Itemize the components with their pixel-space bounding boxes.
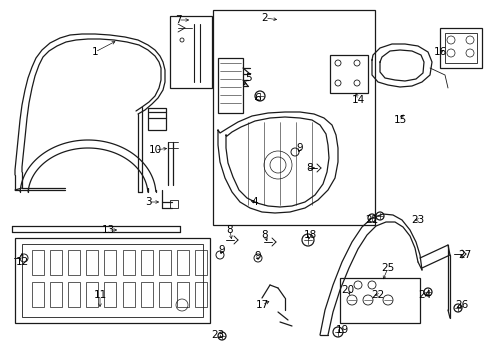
Text: 22: 22 bbox=[371, 290, 385, 300]
Bar bbox=[68, 250, 80, 275]
Bar bbox=[104, 250, 117, 275]
Bar bbox=[148, 108, 166, 130]
Bar bbox=[86, 250, 98, 275]
Text: 9: 9 bbox=[296, 143, 303, 153]
Bar bbox=[159, 250, 171, 275]
Bar bbox=[170, 200, 178, 208]
Text: 10: 10 bbox=[148, 145, 162, 155]
Bar bbox=[104, 282, 117, 307]
Bar bbox=[445, 33, 477, 63]
Bar bbox=[32, 282, 44, 307]
Bar bbox=[122, 250, 135, 275]
Bar bbox=[330, 55, 368, 93]
Bar bbox=[32, 250, 44, 275]
Text: 20: 20 bbox=[342, 285, 355, 295]
Text: 13: 13 bbox=[101, 225, 115, 235]
Text: 26: 26 bbox=[455, 300, 468, 310]
Text: 19: 19 bbox=[335, 325, 348, 335]
Bar bbox=[170, 16, 212, 88]
Text: 2: 2 bbox=[262, 13, 269, 23]
Bar bbox=[122, 282, 135, 307]
Text: 4: 4 bbox=[252, 197, 258, 207]
Bar bbox=[213, 10, 375, 225]
Bar bbox=[159, 282, 171, 307]
Bar bbox=[141, 250, 153, 275]
Text: 5: 5 bbox=[245, 73, 251, 83]
Text: 15: 15 bbox=[393, 115, 407, 125]
Text: 6: 6 bbox=[255, 93, 261, 103]
Text: 23: 23 bbox=[211, 330, 224, 340]
Text: 12: 12 bbox=[15, 257, 28, 267]
Bar bbox=[440, 28, 482, 68]
Text: 23: 23 bbox=[412, 215, 425, 225]
Bar bbox=[218, 58, 243, 113]
Bar bbox=[177, 250, 189, 275]
Bar bbox=[22, 244, 203, 317]
Text: 8: 8 bbox=[307, 163, 313, 173]
Bar bbox=[50, 282, 62, 307]
Text: 9: 9 bbox=[219, 245, 225, 255]
Text: 8: 8 bbox=[262, 230, 269, 240]
Text: 16: 16 bbox=[433, 47, 446, 57]
Text: 14: 14 bbox=[351, 95, 365, 105]
Bar bbox=[68, 282, 80, 307]
Text: 18: 18 bbox=[303, 230, 317, 240]
Text: 25: 25 bbox=[381, 263, 394, 273]
Bar bbox=[50, 250, 62, 275]
Bar bbox=[195, 282, 207, 307]
Text: 24: 24 bbox=[418, 290, 432, 300]
Text: 8: 8 bbox=[227, 225, 233, 235]
Text: 11: 11 bbox=[94, 290, 107, 300]
Text: 1: 1 bbox=[92, 47, 98, 57]
Bar bbox=[177, 282, 189, 307]
Bar bbox=[340, 278, 420, 323]
Bar bbox=[195, 250, 207, 275]
Text: 21: 21 bbox=[366, 215, 379, 225]
Bar bbox=[141, 282, 153, 307]
Text: 7: 7 bbox=[175, 15, 181, 25]
Text: 9: 9 bbox=[255, 251, 261, 261]
Text: 27: 27 bbox=[458, 250, 471, 260]
Bar bbox=[86, 282, 98, 307]
Text: 17: 17 bbox=[255, 300, 269, 310]
Text: 3: 3 bbox=[145, 197, 151, 207]
Bar bbox=[15, 238, 210, 323]
